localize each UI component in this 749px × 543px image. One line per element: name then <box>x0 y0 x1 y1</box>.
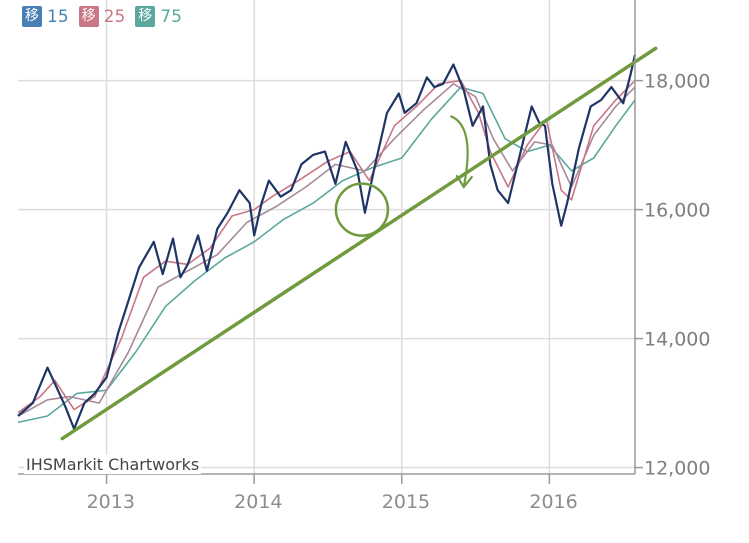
legend-badge-25: 移 <box>78 6 99 27</box>
legend-item-75[interactable]: 移 75 <box>135 6 182 27</box>
curved-arrow <box>450 115 469 188</box>
legend-label-15: 15 <box>47 6 69 27</box>
plot-area <box>18 0 635 474</box>
x-tick-label: 2013 <box>87 491 135 513</box>
legend-item-15[interactable]: 移 15 <box>22 6 69 27</box>
legend-badge-15: 移 <box>22 6 42 27</box>
y-tick-label: 14,000 <box>644 329 710 351</box>
legend-label-25: 25 <box>103 6 126 27</box>
y-tick-label: 16,000 <box>644 200 710 222</box>
legend-label-75: 75 <box>160 6 182 27</box>
curved-arrow-head <box>455 174 473 189</box>
y-axis-ticks: 12,000 14,000 16,000 18,000 <box>635 71 710 480</box>
y-tick-label: 18,000 <box>644 71 710 93</box>
chart-credit: IHSMarkit Chartworks <box>24 455 202 474</box>
trendline <box>60 46 658 441</box>
x-tick-label: 2015 <box>382 491 430 513</box>
y-tick-label: 12,000 <box>644 458 710 480</box>
x-tick-label: 2016 <box>529 491 577 513</box>
x-axis-ticks: 2013 2014 2015 2016 <box>87 474 578 513</box>
x-tick-label: 2014 <box>234 491 282 513</box>
highlight-circle <box>334 182 390 237</box>
legend: 移 15 移 25 移 75 <box>22 6 182 27</box>
annotations-group <box>60 46 658 441</box>
legend-item-25[interactable]: 移 25 <box>78 6 126 27</box>
legend-badge-75: 移 <box>135 6 156 27</box>
